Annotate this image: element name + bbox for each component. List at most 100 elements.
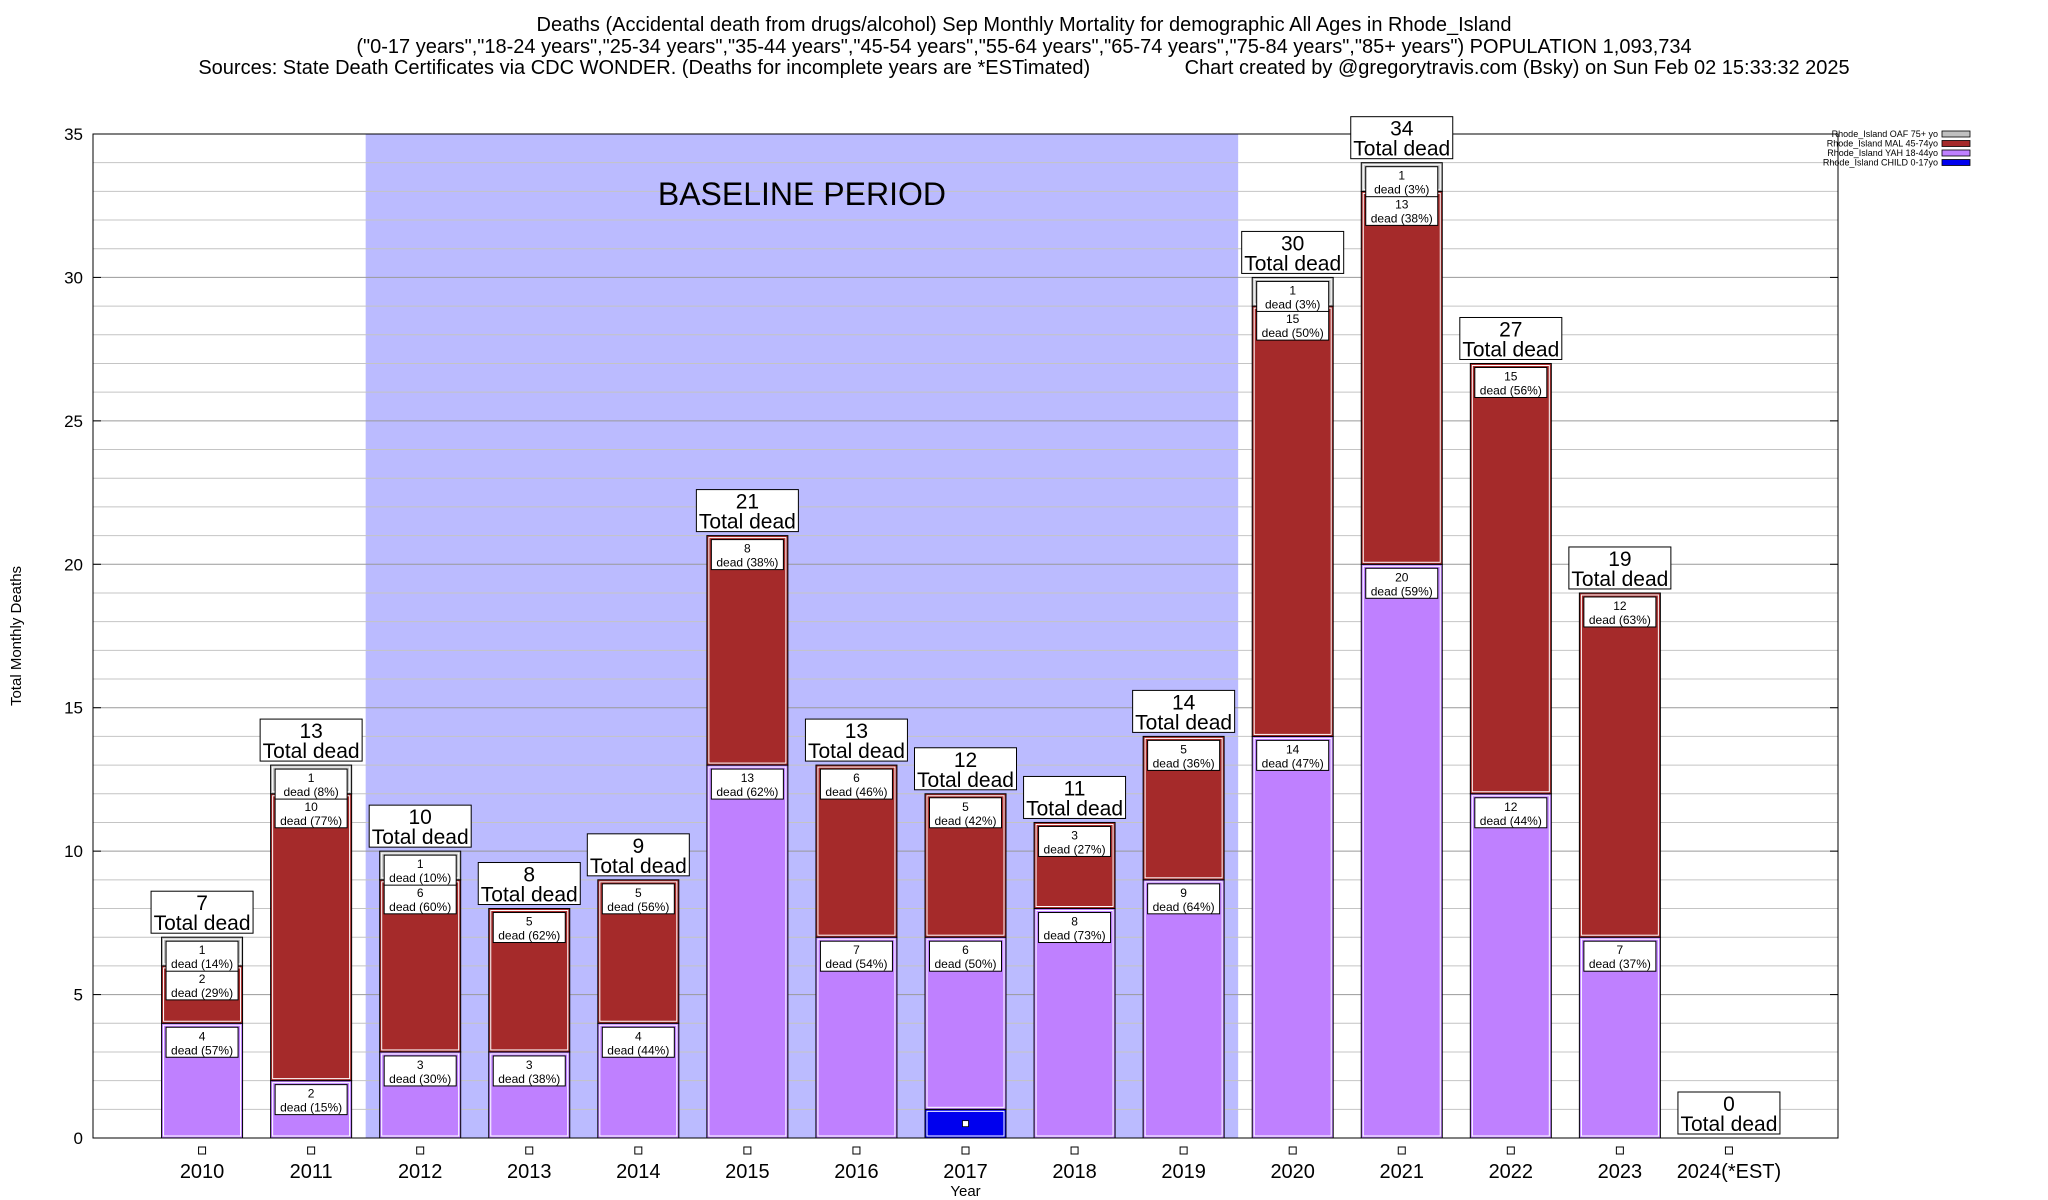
x-tick-label: 2022 xyxy=(1489,1161,1534,1183)
total-label-box xyxy=(1459,316,1563,360)
segment-percent-label: dead (42%) xyxy=(934,814,996,828)
total-value-label: 12 xyxy=(954,749,977,772)
x-tick-label: 2014 xyxy=(616,1161,661,1183)
bar-segment-highlight xyxy=(599,1024,678,1137)
total-dead-label: Total dead xyxy=(808,740,905,763)
y-tick-label: 0 xyxy=(74,1129,83,1148)
bar-segment-highlight xyxy=(1580,594,1659,936)
segment-value-label: 5 xyxy=(635,886,642,900)
x-tick-label: 2015 xyxy=(725,1161,770,1183)
total-label-box xyxy=(804,718,908,762)
total-label-box xyxy=(1023,775,1127,819)
bar-segment-highlight xyxy=(817,766,896,936)
segment-value-label: 3 xyxy=(417,1058,424,1072)
legend-entry-label: Rhode_Island YAH 18-44yo xyxy=(1827,148,1938,158)
segment-percent-label: dead (3%) xyxy=(1265,297,1320,311)
segment-label-box xyxy=(601,883,675,915)
y-axis-label: Total Monthly Deaths xyxy=(8,566,25,706)
total-dead-label: Total dead xyxy=(1462,338,1559,361)
x-tick-marker xyxy=(198,1146,207,1155)
segment-label-box xyxy=(1474,797,1548,829)
x-axis-label: Year xyxy=(950,1183,980,1200)
bar-segment-highlight xyxy=(1580,938,1659,1137)
segment-percent-label: dead (57%) xyxy=(171,1043,233,1057)
segment-percent-label: dead (56%) xyxy=(607,900,669,914)
segment-value-label: 4 xyxy=(635,1029,642,1043)
baseline-period-label: BASELINE PERIOD xyxy=(658,176,946,212)
segment-value-label: 12 xyxy=(1504,800,1518,814)
total-value-label: 30 xyxy=(1281,232,1304,255)
x-tick-marker xyxy=(1506,1146,1515,1155)
total-label-box xyxy=(150,890,254,934)
bar-segment-highlight xyxy=(1471,364,1550,793)
segment-value-label: 1 xyxy=(417,857,424,871)
bar-segment xyxy=(1360,563,1443,1139)
total-label-box xyxy=(1132,689,1236,733)
total-label-box xyxy=(368,804,472,848)
bar-segment-highlight xyxy=(490,910,569,1051)
bar-segment xyxy=(1142,879,1225,1139)
segment-percent-label: dead (54%) xyxy=(825,957,887,971)
chart-title-line-3: Sources: State Death Certificates via CD… xyxy=(198,57,1850,79)
segment-label-box xyxy=(165,1026,239,1058)
bar-segment-highlight xyxy=(1035,910,1114,1137)
x-tick-label: 2011 xyxy=(290,1161,333,1183)
y-tick-label: 20 xyxy=(64,555,83,574)
segment-value-label: 14 xyxy=(1286,742,1300,756)
total-dead-label: Total dead xyxy=(1680,1113,1777,1136)
bar-segment-highlight xyxy=(1471,795,1550,1137)
segment-label-box xyxy=(1038,825,1112,857)
total-value-label: 34 xyxy=(1390,118,1414,141)
segment-value-label: 3 xyxy=(526,1058,533,1072)
segment-percent-label: dead (64%) xyxy=(1153,900,1215,914)
total-dead-label: Total dead xyxy=(263,740,360,763)
legend-swatch xyxy=(1941,130,1971,138)
segment-value-label: 20 xyxy=(1395,570,1409,584)
bar-segment-highlight xyxy=(1253,737,1332,1137)
segment-label-box xyxy=(601,1026,675,1058)
total-dead-label: Total dead xyxy=(1026,797,1123,820)
x-tick-marker xyxy=(1288,1146,1297,1155)
x-tick-label: 2024(*EST) xyxy=(1677,1161,1782,1183)
bar-segment-highlight xyxy=(926,795,1005,936)
total-dead-label: Total dead xyxy=(699,511,796,534)
y-tick-label: 35 xyxy=(64,125,83,144)
bar-segment xyxy=(706,535,789,766)
x-tick-label: 2018 xyxy=(1052,1161,1097,1183)
x-tick-marker xyxy=(634,1146,643,1155)
segment-value-label: 1 xyxy=(1289,283,1296,297)
segment-label-box xyxy=(1038,912,1112,944)
total-value-label: 21 xyxy=(736,491,759,514)
x-tick-label: 2010 xyxy=(180,1161,225,1183)
segment-label-box xyxy=(1583,596,1657,628)
x-tick-marker xyxy=(1179,1146,1188,1155)
segment-percent-label: dead (10%) xyxy=(389,871,451,885)
segment-percent-label: dead (29%) xyxy=(171,986,233,1000)
segment-value-label: 10 xyxy=(304,800,318,814)
x-tick-label: 2016 xyxy=(834,1161,879,1183)
total-dead-label: Total dead xyxy=(481,884,578,907)
x-tick-marker xyxy=(961,1146,970,1155)
bar-segment-highlight xyxy=(1362,565,1441,1137)
total-label-box xyxy=(695,489,799,533)
bar-segment xyxy=(1469,362,1552,795)
segment-label-box xyxy=(492,1055,566,1087)
total-value-label: 13 xyxy=(845,720,868,743)
x-tick-marker xyxy=(1070,1146,1079,1155)
segment-label-box xyxy=(819,940,893,972)
segment-value-label: 2 xyxy=(199,972,206,986)
segment-label-box xyxy=(929,940,1002,972)
bar-segment xyxy=(1251,735,1334,1139)
bar-segment xyxy=(270,793,353,1082)
legend-swatch xyxy=(1941,140,1971,147)
segment-percent-label: dead (60%) xyxy=(389,900,451,914)
total-dead-label: Total dead xyxy=(917,769,1014,792)
x-tick-marker xyxy=(1397,1146,1406,1155)
segment-percent-label: dead (36%) xyxy=(1153,756,1215,770)
x-tick-marker xyxy=(1615,1146,1624,1155)
x-tick-label: 2020 xyxy=(1270,1161,1315,1183)
bar-segment-highlight xyxy=(708,537,787,764)
segment-percent-label: dead (77%) xyxy=(280,814,342,828)
segment-value-label: 4 xyxy=(199,1029,206,1043)
